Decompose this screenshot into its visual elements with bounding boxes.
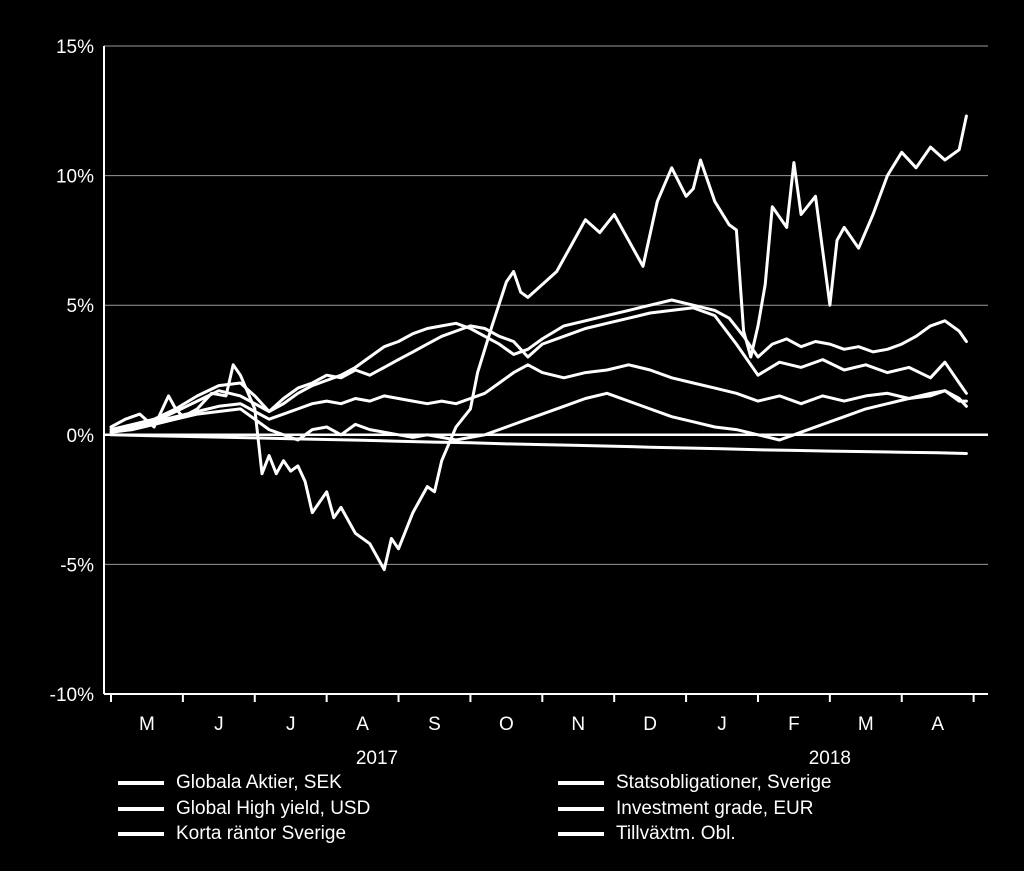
x-tick-label: J — [214, 714, 224, 735]
y-tick-label: 0% — [67, 426, 95, 447]
series-line-5 — [109, 363, 968, 432]
y-tick-label: -5% — [60, 555, 94, 576]
y-tick-label: 10% — [56, 167, 94, 188]
y-tick-label: -10% — [50, 685, 94, 706]
series-lines — [109, 114, 968, 572]
x-tick-label: A — [356, 714, 369, 735]
series-line-4 — [109, 306, 968, 432]
series-line-2 — [109, 298, 968, 434]
y-tick-label: 15% — [56, 37, 94, 58]
series-line-6 — [109, 389, 968, 442]
gridlines — [104, 45, 988, 565]
y-tick-label: 5% — [67, 296, 95, 317]
x-tick-label: N — [571, 714, 585, 735]
x-tick-label: F — [788, 714, 800, 735]
axes — [103, 46, 988, 702]
x-tick-label: J — [286, 714, 296, 735]
year-label: 2017 — [356, 748, 398, 769]
x-tick-label: J — [717, 714, 727, 735]
x-tick-label: D — [643, 714, 657, 735]
x-tick-label: A — [931, 714, 944, 735]
x-tick-label: M — [139, 714, 155, 735]
axis-labels: 15% 10% 5% 0% -5% -10% M J J A S O N D J F M A 2017 2018 — [50, 37, 945, 769]
series-line-3 — [109, 433, 968, 455]
x-tick-label: S — [428, 714, 441, 735]
x-tick-label: O — [499, 714, 514, 735]
year-label: 2018 — [809, 748, 851, 769]
series-line-1 — [109, 114, 968, 572]
x-tick-label: M — [858, 714, 874, 735]
